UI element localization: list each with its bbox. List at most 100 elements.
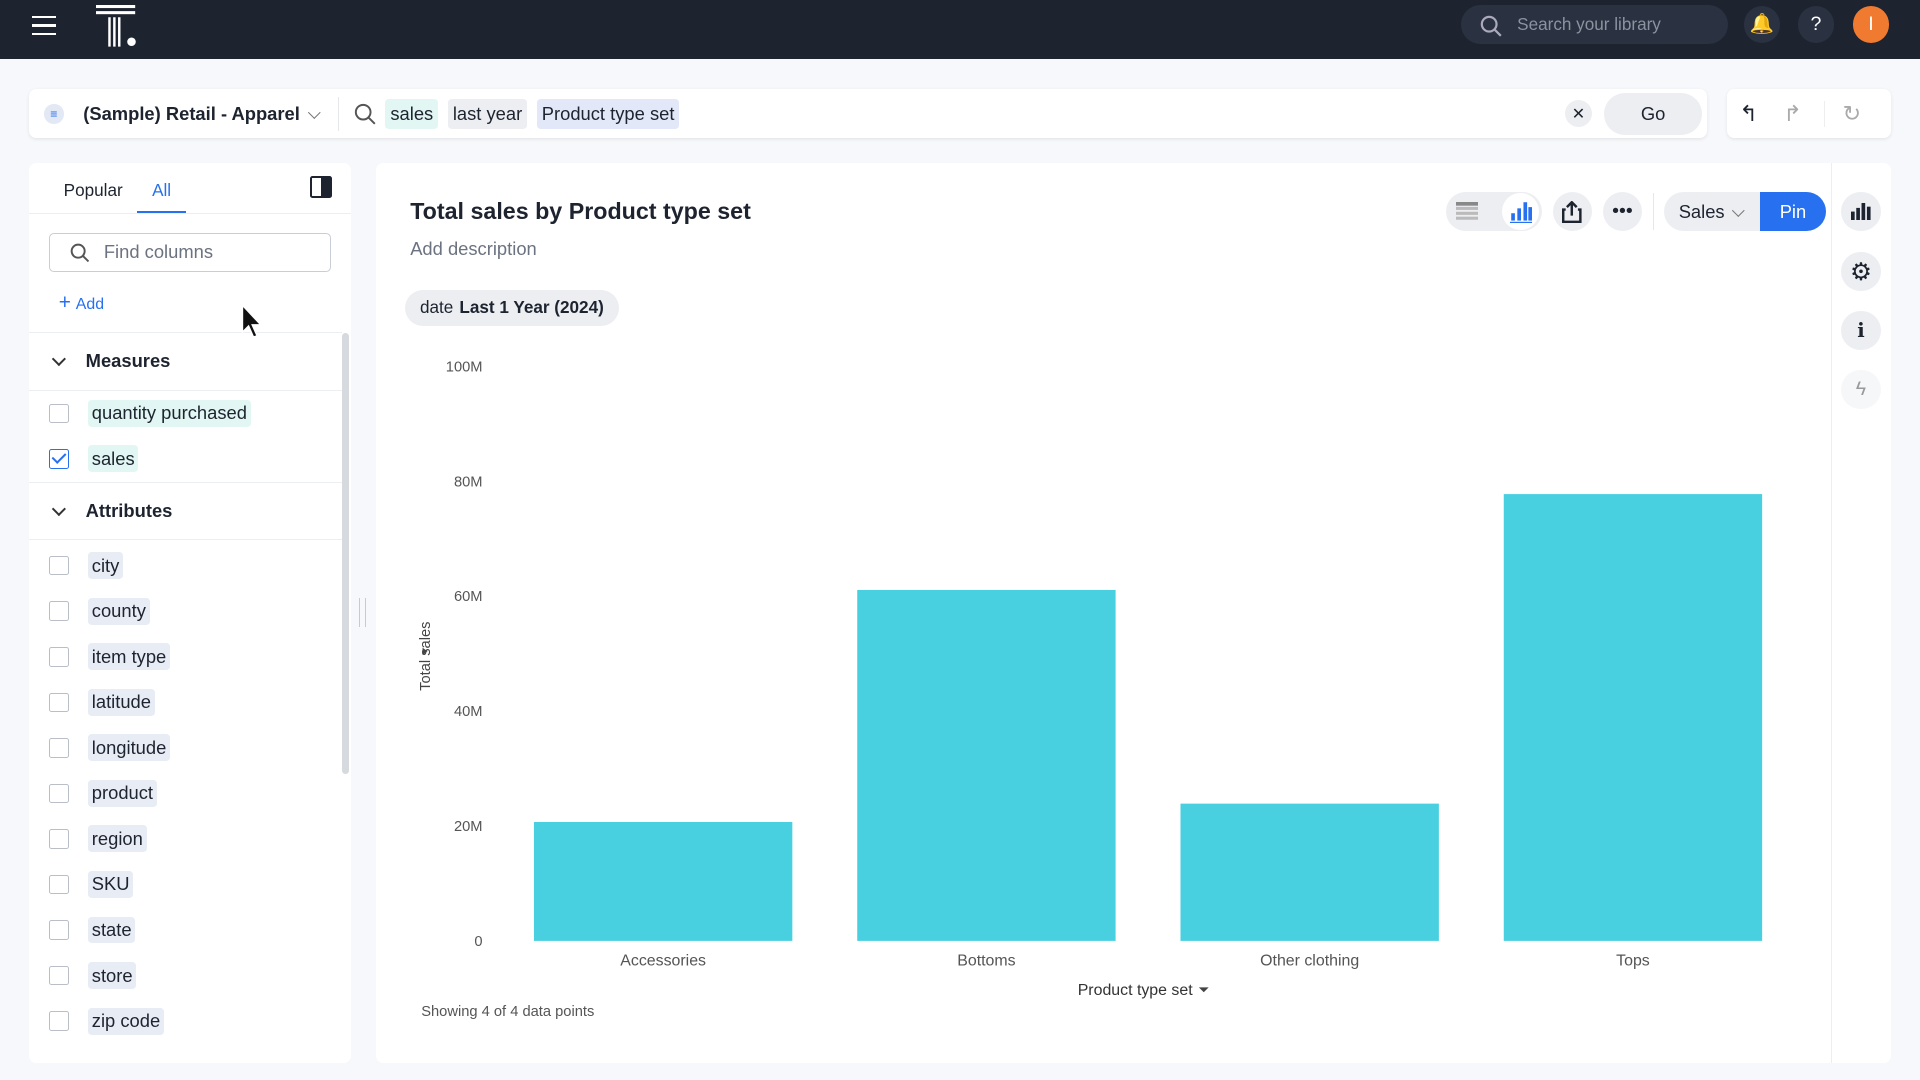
- lightning-icon[interactable]: ϟ: [1841, 369, 1881, 409]
- help-icon[interactable]: ?: [1797, 6, 1835, 43]
- pin-button[interactable]: Pin: [1760, 192, 1826, 232]
- chart-config-icon[interactable]: [1841, 192, 1881, 232]
- mouse-cursor-icon: [241, 303, 263, 338]
- add-description[interactable]: Add description: [410, 237, 537, 259]
- columns-panel: Popular All Find columns + Add Measures q…: [29, 162, 352, 1063]
- x-tick-label: Other clothing: [1260, 952, 1359, 969]
- chart-view-button[interactable]: [1502, 193, 1540, 231]
- gear-icon[interactable]: ⚙: [1841, 252, 1881, 292]
- column-label: product: [88, 779, 157, 807]
- column-checkbox[interactable]: [48, 646, 69, 667]
- column-checkbox[interactable]: [48, 1011, 69, 1031]
- bar-tops[interactable]: [1503, 493, 1763, 941]
- column-checkbox[interactable]: [48, 874, 69, 895]
- bar-accessories[interactable]: [533, 821, 793, 941]
- column-item[interactable]: item type: [29, 634, 341, 680]
- menu-icon[interactable]: [31, 15, 57, 36]
- avatar[interactable]: I: [1852, 6, 1890, 43]
- bar-chart-icon: [1509, 202, 1532, 223]
- column-checkbox[interactable]: [48, 829, 69, 849]
- y-axis-label: Total sales: [418, 621, 434, 690]
- column-label: zip code: [88, 1007, 164, 1035]
- column-checkbox[interactable]: [48, 920, 69, 940]
- y-tick-label: 60M: [454, 589, 483, 605]
- column-item[interactable]: state: [29, 907, 341, 953]
- search-icon: [1481, 15, 1502, 37]
- search-icon: [354, 103, 376, 125]
- search-token-keyword[interactable]: last year: [447, 99, 528, 129]
- column-label: item type: [88, 643, 170, 671]
- column-item[interactable]: region: [29, 816, 341, 862]
- data-source-icon[interactable]: ≡: [44, 104, 64, 124]
- panel-toggle-icon[interactable]: [309, 176, 332, 199]
- search-token-measure[interactable]: sales: [385, 99, 439, 129]
- chart-title[interactable]: Total sales by Product type set: [410, 198, 751, 225]
- data-points-footer: Showing 4 of 4 data points: [421, 1004, 595, 1021]
- find-columns-input[interactable]: Find columns: [48, 232, 331, 272]
- divider: [337, 96, 339, 131]
- column-item[interactable]: county: [29, 588, 341, 634]
- chevron-down-icon: [51, 351, 66, 366]
- reset-icon[interactable]: ↻: [1824, 100, 1868, 127]
- history-controls: ↰ ↱ ↻: [1726, 89, 1891, 139]
- resize-handle[interactable]: [358, 597, 367, 627]
- column-checkbox[interactable]: [48, 692, 69, 713]
- bell-icon[interactable]: 🔔: [1743, 6, 1781, 43]
- bar-bottoms[interactable]: [857, 589, 1116, 941]
- redo-icon[interactable]: ↱: [1783, 100, 1802, 126]
- column-item[interactable]: zip code: [29, 998, 341, 1044]
- filter-value: Last 1 Year (2024): [459, 297, 604, 318]
- measures-section-header[interactable]: Measures: [29, 331, 342, 391]
- date-filter-chip[interactable]: date Last 1 Year (2024): [405, 290, 619, 326]
- column-item[interactable]: SKU: [29, 862, 341, 908]
- search-icon: [70, 244, 89, 263]
- measure-select-value: Sales: [1678, 200, 1725, 222]
- column-checkbox[interactable]: [48, 601, 69, 621]
- avatar-initial: I: [1868, 12, 1874, 35]
- column-item[interactable]: city: [29, 543, 341, 589]
- info-icon[interactable]: i: [1841, 311, 1881, 351]
- scrollbar[interactable]: [341, 333, 349, 774]
- column-item[interactable]: quantity purchased: [29, 391, 341, 437]
- app-logo[interactable]: [95, 4, 138, 47]
- x-axis-label: Product type set: [1078, 981, 1194, 998]
- column-item[interactable]: sales: [29, 436, 341, 482]
- divider: [1653, 193, 1655, 231]
- tab-all[interactable]: All: [137, 163, 186, 214]
- column-checkbox[interactable]: [48, 555, 69, 576]
- column-item[interactable]: longitude: [29, 725, 341, 771]
- top-nav-bar: Search your library 🔔 ? I: [0, 0, 1920, 59]
- clear-search-button[interactable]: ✕: [1564, 100, 1592, 128]
- column-checkbox[interactable]: [48, 783, 69, 804]
- add-column-button[interactable]: + Add: [59, 291, 104, 315]
- search-bar: ≡ (Sample) Retail - Apparel sales last y…: [29, 89, 1707, 139]
- answer-card: Total sales by Product type set Add desc…: [375, 162, 1891, 1063]
- column-checkbox[interactable]: [48, 449, 69, 469]
- share-icon[interactable]: [1552, 192, 1592, 232]
- chevron-down-icon: [51, 501, 66, 516]
- chevron-down-icon: [1732, 203, 1745, 217]
- data-source-selector[interactable]: (Sample) Retail - Apparel: [83, 102, 300, 124]
- bar-other-clothing[interactable]: [1180, 803, 1439, 941]
- search-token-attribute[interactable]: Product type set: [536, 99, 680, 129]
- column-item[interactable]: product: [29, 771, 341, 817]
- column-checkbox[interactable]: [48, 965, 69, 986]
- column-checkbox[interactable]: [48, 403, 69, 424]
- y-tick-label: 0: [474, 933, 482, 949]
- library-search-input[interactable]: Search your library: [1460, 4, 1728, 45]
- column-item[interactable]: store: [29, 953, 341, 999]
- column-label: SKU: [88, 871, 134, 898]
- more-options-icon[interactable]: •••: [1602, 192, 1642, 232]
- undo-icon[interactable]: ↰: [1739, 100, 1758, 126]
- go-button[interactable]: Go: [1604, 93, 1703, 135]
- attributes-section-header[interactable]: Attributes: [29, 481, 342, 541]
- table-view-icon[interactable]: [1455, 202, 1478, 222]
- y-tick-label: 40M: [454, 704, 483, 720]
- column-item[interactable]: latitude: [29, 680, 341, 726]
- measure-select[interactable]: Sales: [1664, 192, 1761, 232]
- column-checkbox[interactable]: [48, 738, 69, 758]
- x-tick-label: Accessories: [620, 952, 706, 969]
- view-toggle[interactable]: [1446, 192, 1542, 232]
- tab-popular[interactable]: Popular: [63, 179, 123, 200]
- column-label: region: [88, 825, 147, 853]
